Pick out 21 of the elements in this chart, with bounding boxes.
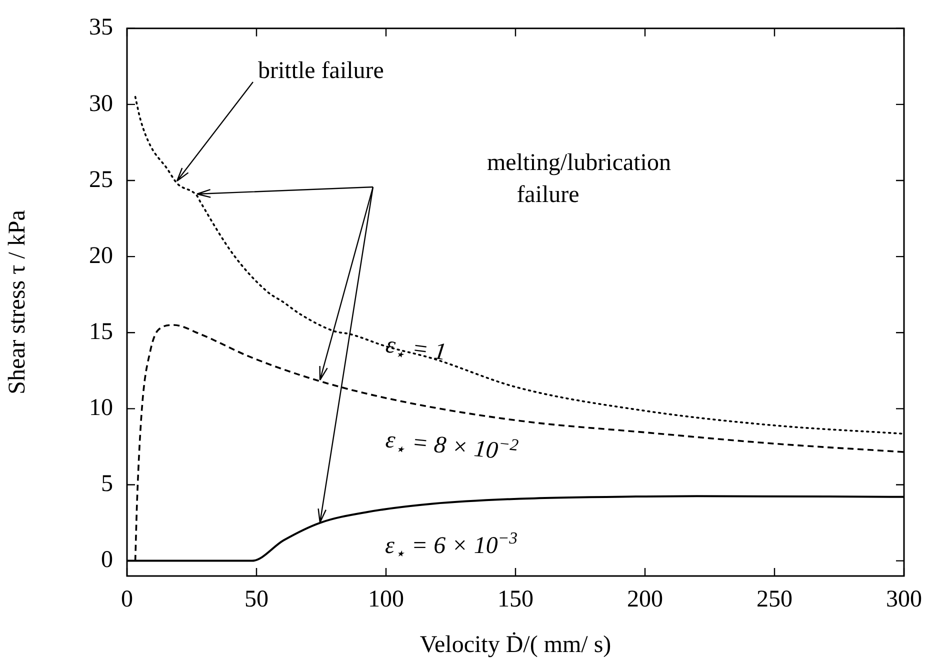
text: ε⋆ = 8 × 10−2 — [384, 427, 520, 464]
x-tick-label: 250 — [756, 586, 792, 613]
y-tick-label: 5 — [101, 471, 113, 498]
y-axis-title: Shear stress τ / kPa — [4, 210, 31, 394]
x-axis-title: Velocity Ḋ/( mm/ s) — [420, 632, 612, 658]
x-tick-label: 100 — [368, 586, 404, 613]
x-tick-label: 300 — [886, 586, 922, 613]
x-tick-label: 0 — [121, 586, 133, 613]
y-tick-label: 0 — [101, 547, 113, 574]
y-tick-label: 10 — [89, 394, 113, 421]
text: ε⋆ = 1 — [384, 332, 448, 366]
x-tick-label: 150 — [498, 586, 534, 613]
y-tick-label: 35 — [89, 14, 113, 41]
y-tick-label: 20 — [89, 242, 113, 269]
y-tick-label: 15 — [89, 318, 113, 345]
x-tick-label: 50 — [244, 586, 268, 613]
y-tick-label: 30 — [89, 90, 113, 117]
x-tick-label: 200 — [627, 586, 663, 613]
annotation: brittle failure — [258, 58, 384, 84]
y-tick-label: 25 — [89, 166, 113, 193]
annotation: melting/lubrication failure — [487, 150, 671, 208]
